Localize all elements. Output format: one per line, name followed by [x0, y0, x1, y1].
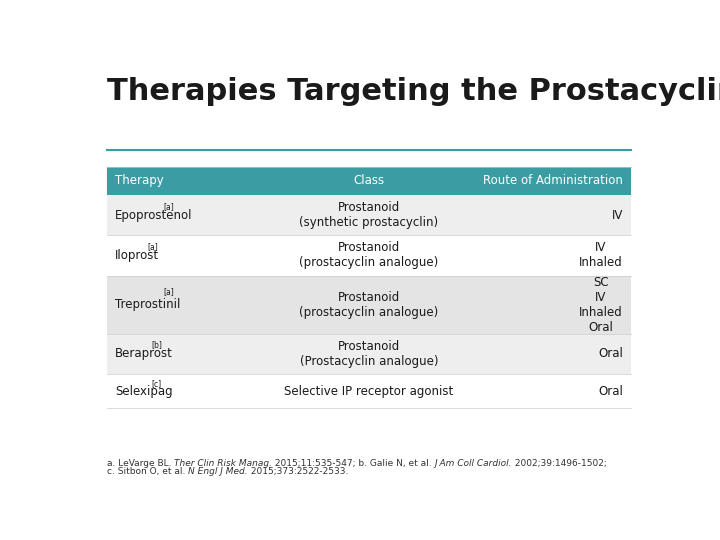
Bar [107, 334, 631, 374]
Text: IV: IV [611, 208, 623, 221]
Bar [107, 275, 631, 334]
Text: N Engl J Med.: N Engl J Med. [188, 467, 248, 476]
Text: [c]: [c] [151, 379, 161, 388]
Text: c. Sitbon O, et al.: c. Sitbon O, et al. [107, 467, 188, 476]
Text: [a]: [a] [163, 287, 174, 296]
Text: Selexipag: Selexipag [115, 384, 173, 397]
Text: Oral: Oral [598, 347, 623, 361]
Text: Route of Administration: Route of Administration [483, 174, 623, 187]
Bar [107, 167, 631, 195]
Text: Therapies Targeting the Prostacyclin Pathway: Therapies Targeting the Prostacyclin Pat… [107, 77, 720, 106]
Text: Class: Class [354, 174, 384, 187]
Text: Epoprostenol: Epoprostenol [115, 208, 193, 221]
Text: 2002;39:1496-1502;: 2002;39:1496-1502; [512, 459, 607, 468]
Text: J Am Coll Cardiol.: J Am Coll Cardiol. [435, 459, 512, 468]
Text: 2015;11:535-547; b. Galie N, et al.: 2015;11:535-547; b. Galie N, et al. [272, 459, 435, 468]
Text: Prostanoid
(prostacyclin analogue): Prostanoid (prostacyclin analogue) [300, 241, 438, 269]
Text: Prostanoid
(prostacyclin analogue): Prostanoid (prostacyclin analogue) [300, 291, 438, 319]
Text: SC
IV
Inhaled
Oral: SC IV Inhaled Oral [579, 276, 623, 334]
Text: Ther Clin Risk Manag.: Ther Clin Risk Manag. [174, 459, 272, 468]
Text: [a]: [a] [148, 242, 158, 251]
Text: [a]: [a] [163, 202, 174, 211]
Text: IV
Inhaled: IV Inhaled [579, 241, 623, 269]
Text: Oral: Oral [598, 384, 623, 397]
Text: Selective IP receptor agonist: Selective IP receptor agonist [284, 384, 454, 397]
Text: Beraprost: Beraprost [115, 347, 173, 361]
Text: Therapy: Therapy [115, 174, 164, 187]
Text: Prostanoid
(synthetic prostacyclin): Prostanoid (synthetic prostacyclin) [300, 201, 438, 229]
Text: Treprostinil: Treprostinil [115, 298, 181, 311]
Text: Iloprost: Iloprost [115, 249, 159, 262]
Bar [107, 235, 631, 275]
Bar [107, 195, 631, 235]
Text: 2015;373:2522-2533.: 2015;373:2522-2533. [248, 467, 348, 476]
Bar [107, 374, 631, 408]
Text: a. LeVarge BL.: a. LeVarge BL. [107, 459, 174, 468]
Text: Prostanoid
(Prostacyclin analogue): Prostanoid (Prostacyclin analogue) [300, 340, 438, 368]
Text: [b]: [b] [151, 341, 162, 349]
